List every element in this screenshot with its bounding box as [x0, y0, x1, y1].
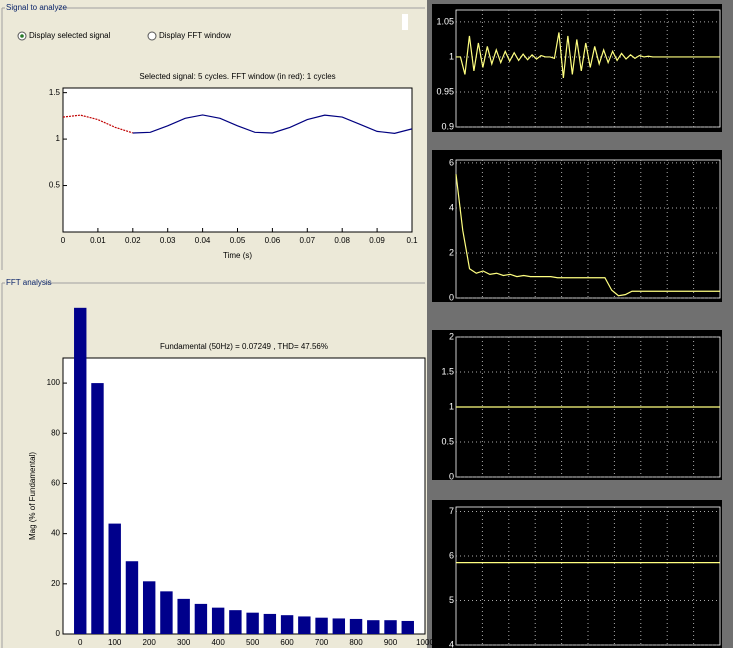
x-tick-label: 300 [177, 638, 191, 647]
group-label: FFT analysis [6, 278, 52, 287]
x-tick-label: 0.01 [90, 236, 106, 245]
x-tick-label: 500 [246, 638, 260, 647]
scope: 4 5 6 7 [432, 500, 722, 648]
bar [401, 620, 414, 634]
x-tick-label: 900 [384, 638, 398, 647]
y-tick-label: 20 [51, 579, 60, 588]
bar [315, 617, 328, 634]
bar [194, 603, 208, 634]
bar [211, 607, 225, 634]
y-tick-label: 1.5 [441, 366, 454, 376]
chart-title: Fundamental (50Hz) = 0.07249 , THD= 47.5… [160, 342, 328, 351]
bar [229, 610, 242, 634]
bar [246, 612, 259, 634]
x-tick-label: 800 [349, 638, 363, 647]
x-tick-label: 0.07 [300, 236, 316, 245]
bar [280, 615, 294, 634]
radio-label[interactable]: Display selected signal [29, 31, 111, 40]
y-tick-label: 7 [449, 506, 454, 516]
y-tick-label: 1 [449, 51, 454, 61]
bar [349, 618, 363, 634]
x-tick-label: 0.05 [230, 236, 246, 245]
y-tick-label: 0 [449, 471, 454, 481]
plot-area [62, 87, 413, 233]
bar [74, 307, 87, 634]
bar [332, 618, 346, 634]
scope: 0.9 0.95 1 1.05 [432, 4, 722, 132]
scope-background [432, 4, 722, 132]
scope: 0 0.5 1 1.5 2 [432, 330, 722, 481]
label-bg [5, 2, 57, 14]
y-tick-label: 4 [449, 202, 454, 212]
x-tick-label: 0 [61, 236, 66, 245]
scope-background [432, 330, 722, 480]
y-tick-label: 0.9 [441, 121, 454, 131]
x-tick-label: 700 [315, 638, 329, 647]
bar [91, 383, 104, 634]
x-tick-label: 100 [108, 638, 122, 647]
x-tick-label: 0.03 [160, 236, 176, 245]
radio-dot [20, 34, 24, 38]
y-tick-label: 0 [56, 629, 61, 638]
bar [298, 616, 311, 634]
scope-background [432, 150, 722, 302]
y-tick-label: 2 [449, 331, 454, 341]
y-tick-label: 2 [449, 247, 454, 257]
radio-button[interactable] [147, 31, 157, 41]
line-series [455, 174, 720, 297]
bar [263, 613, 277, 634]
y-tick-label: 4 [449, 639, 454, 648]
x-tick-label: 0.02 [125, 236, 141, 245]
y-tick-label: 0.95 [436, 86, 454, 96]
y-tick-label: 1.5 [49, 88, 61, 97]
y-tick-label: 100 [47, 378, 61, 387]
x-tick-label: 0.06 [265, 236, 281, 245]
x-tick-label: 1000 [416, 638, 434, 647]
y-tick-label: 40 [51, 529, 60, 538]
y-tick-label: 80 [51, 428, 60, 437]
x-tick-label: 400 [211, 638, 225, 647]
group-label: Signal to analyze [6, 3, 67, 12]
x-axis-label: Time (s) [223, 251, 252, 260]
chart-title: Selected signal: 5 cycles. FFT window (i… [139, 72, 335, 81]
x-tick-label: 0.08 [334, 236, 350, 245]
line-series [62, 114, 133, 134]
x-tick-label: 0.09 [369, 236, 385, 245]
line-series [456, 32, 720, 79]
y-tick-label: 0.5 [49, 181, 61, 190]
line-series [132, 114, 413, 134]
x-tick-label: 0.04 [195, 236, 211, 245]
scope: 0 2 4 6 [432, 150, 722, 302]
radio-label[interactable]: Display FFT window [159, 31, 231, 40]
bar [160, 591, 173, 634]
y-tick-label: 60 [51, 479, 60, 488]
y-tick-label: 1.05 [436, 16, 454, 26]
bar [177, 598, 190, 634]
bar [142, 581, 156, 634]
plot-area [62, 357, 426, 635]
x-tick-label: 600 [280, 638, 294, 647]
x-tick-label: 0.1 [406, 236, 418, 245]
y-tick-label: 6 [449, 157, 454, 167]
bar [108, 523, 121, 634]
scope-background [432, 500, 722, 648]
y-axis-label: Mag (% of Fundamental) [28, 452, 37, 540]
bar [125, 561, 139, 634]
bar [367, 620, 380, 634]
label-bg [5, 277, 45, 289]
x-tick-label: 0 [78, 638, 83, 647]
scroll-box [402, 14, 408, 30]
y-tick-label: 0.5 [441, 436, 454, 446]
x-tick-label: 200 [143, 638, 157, 647]
y-tick-label: 0 [449, 292, 454, 302]
y-tick-label: 6 [449, 550, 454, 560]
y-tick-label: 1 [449, 401, 454, 411]
bar [384, 620, 397, 634]
y-tick-label: 1 [56, 134, 61, 143]
y-tick-label: 5 [449, 595, 454, 605]
